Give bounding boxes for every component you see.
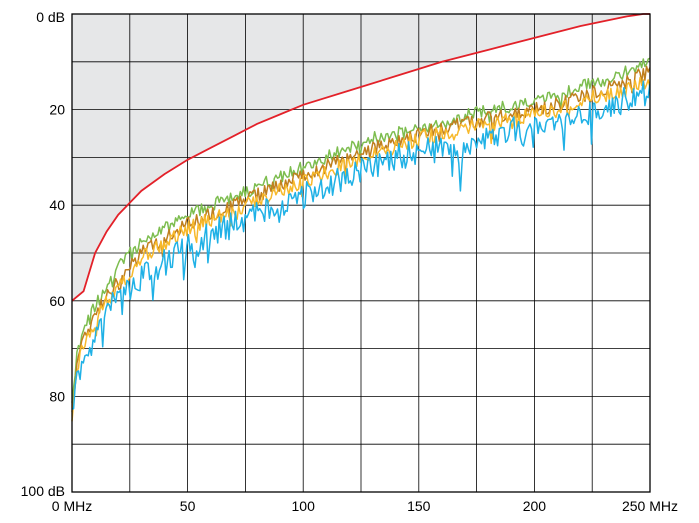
- x-tick-label: 250 MHz: [622, 498, 678, 514]
- x-tick-label: 150: [407, 498, 431, 514]
- limit-line: [71, 13, 650, 302]
- x-tick-label: 50: [180, 498, 196, 514]
- series-line-green: [71, 57, 651, 403]
- y-tick-label: 40: [49, 197, 65, 213]
- x-tick-label: 200: [523, 498, 547, 514]
- plot-border: [71, 13, 651, 493]
- series-lines: [71, 57, 651, 422]
- plot-frame: [71, 13, 651, 493]
- y-tick-label: 100 dB: [21, 483, 65, 499]
- y-tick-label: 20: [49, 102, 65, 118]
- series-line-cyan: [71, 80, 651, 410]
- x-tick-labels: 0 MHz 50 100 150 200 250 MHz: [52, 498, 678, 514]
- x-tick-label: 0 MHz: [52, 498, 92, 514]
- y-tick-label: 80: [49, 388, 65, 404]
- y-tick-labels: 0 dB 20 40 60 80 100 dB: [21, 9, 66, 499]
- x-tick-label: 100: [292, 498, 316, 514]
- shaded-area: [72, 14, 650, 301]
- limit-line-group: [71, 13, 650, 302]
- shaded-limit-region: [72, 14, 650, 301]
- y-tick-label: 60: [49, 293, 65, 309]
- y-tick-label: 0 dB: [36, 9, 65, 25]
